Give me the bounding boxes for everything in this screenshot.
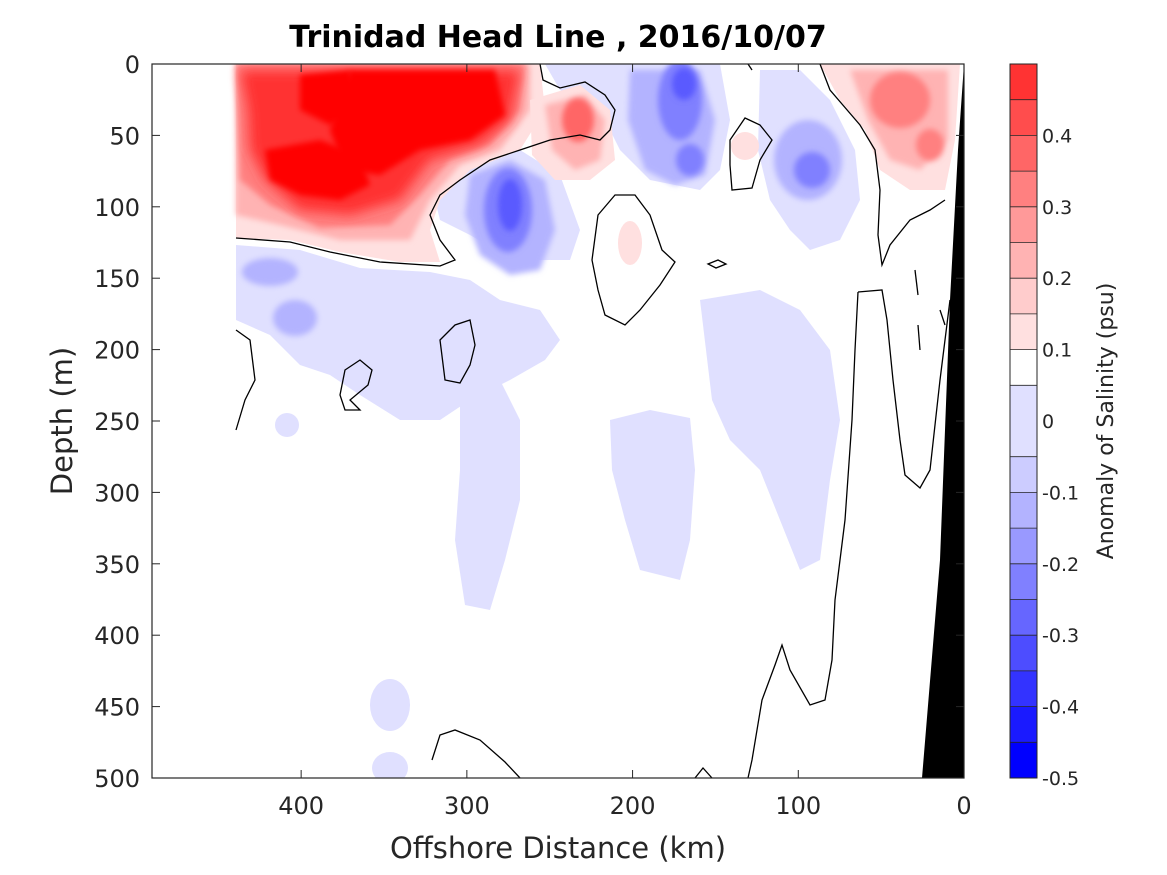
colorbar-tick-label: 0.1 xyxy=(1042,340,1072,362)
colorbar-band xyxy=(1010,278,1037,314)
colorbar-band xyxy=(1010,563,1037,600)
colorbar-band xyxy=(1010,242,1037,279)
colorbar-band xyxy=(1010,635,1037,671)
colorbar-band xyxy=(1010,171,1037,207)
colorbar-band xyxy=(1010,99,1037,136)
colorbar-band xyxy=(1010,206,1037,243)
x-axis-label: Offshore Distance (km) xyxy=(390,831,726,865)
colorbar-band xyxy=(1010,313,1037,350)
zero-contours xyxy=(235,64,951,778)
colorbar-band xyxy=(1010,456,1037,493)
y-tick-label: 400 xyxy=(94,622,140,650)
colorbar-bands xyxy=(1010,63,1037,779)
colorbar-tick-label: 0.4 xyxy=(1042,125,1072,147)
positive-anomaly-coastal xyxy=(820,64,960,190)
plot-area: 400 300 200 100 0 0 50 100 150 200 250 300 350 400 45… xyxy=(94,51,971,820)
x-tick-label: 300 xyxy=(444,792,490,820)
colorbar-label: Anomaly of Salinity (psu) xyxy=(1094,283,1119,560)
colorbar-ticks: 0.4 0.3 0.2 0.1 0 -0.1 -0.2 -0.3 -0.4 -0.5 xyxy=(1042,125,1079,790)
colorbar-band xyxy=(1010,135,1037,172)
y-tick-label: 450 xyxy=(94,694,140,722)
y-tick-label: 200 xyxy=(94,337,140,365)
x-axis-ticks: 400 300 200 100 0 xyxy=(278,64,972,820)
colorbar-tick-label: -0.5 xyxy=(1042,768,1079,790)
colorbar-frame xyxy=(1009,63,1038,779)
y-tick-label: 50 xyxy=(109,122,140,150)
colorbar-band xyxy=(1010,528,1037,564)
y-tick-label: 100 xyxy=(94,194,140,222)
colorbar-band xyxy=(1010,670,1037,707)
y-axis-label: Depth (m) xyxy=(45,347,79,495)
colorbar-band xyxy=(1010,599,1037,636)
colorbar-tick-label: -0.3 xyxy=(1042,625,1079,647)
colorbar-band xyxy=(1010,492,1037,529)
x-tick-label: 200 xyxy=(610,792,656,820)
positive-anomaly-small xyxy=(618,132,759,265)
colorbar-band xyxy=(1010,64,1037,100)
colorbar-band xyxy=(1010,742,1037,778)
chart-title: Trinidad Head Line , 2016/10/07 xyxy=(289,20,826,55)
y-tick-label: 0 xyxy=(125,51,140,79)
x-tick-label: 100 xyxy=(775,792,821,820)
y-axis-ticks: 0 50 100 150 200 250 300 350 400 450 500 xyxy=(94,51,964,793)
colorbar: 0.4 0.3 0.2 0.1 0 -0.1 -0.2 -0.3 -0.4 -0.5 Anomal… xyxy=(1009,63,1119,790)
y-tick-label: 350 xyxy=(94,551,140,579)
y-tick-label: 300 xyxy=(94,479,140,507)
negative-anomaly-peak xyxy=(498,68,696,231)
colorbar-band xyxy=(1010,385,1037,457)
colorbar-band xyxy=(1010,706,1037,743)
x-tick-label: 400 xyxy=(278,792,324,820)
colorbar-band xyxy=(1010,349,1037,386)
colorbar-tick-label: 0.2 xyxy=(1042,268,1072,290)
x-tick-label: 0 xyxy=(956,792,971,820)
colorbar-tick-label: 0.3 xyxy=(1042,197,1072,219)
positive-anomaly-secondary xyxy=(530,85,615,180)
y-tick-label: 150 xyxy=(94,265,140,293)
bathymetry-shelf xyxy=(922,64,964,778)
anomaly-field xyxy=(235,64,964,778)
colorbar-tick-label: 0 xyxy=(1042,411,1054,433)
colorbar-tick-label: -0.2 xyxy=(1042,554,1079,576)
y-tick-label: 500 xyxy=(94,765,140,793)
positive-anomaly-main xyxy=(236,64,545,262)
y-tick-label: 250 xyxy=(94,408,140,436)
colorbar-tick-label: -0.1 xyxy=(1042,482,1079,504)
colorbar-tick-label: -0.4 xyxy=(1042,697,1079,719)
